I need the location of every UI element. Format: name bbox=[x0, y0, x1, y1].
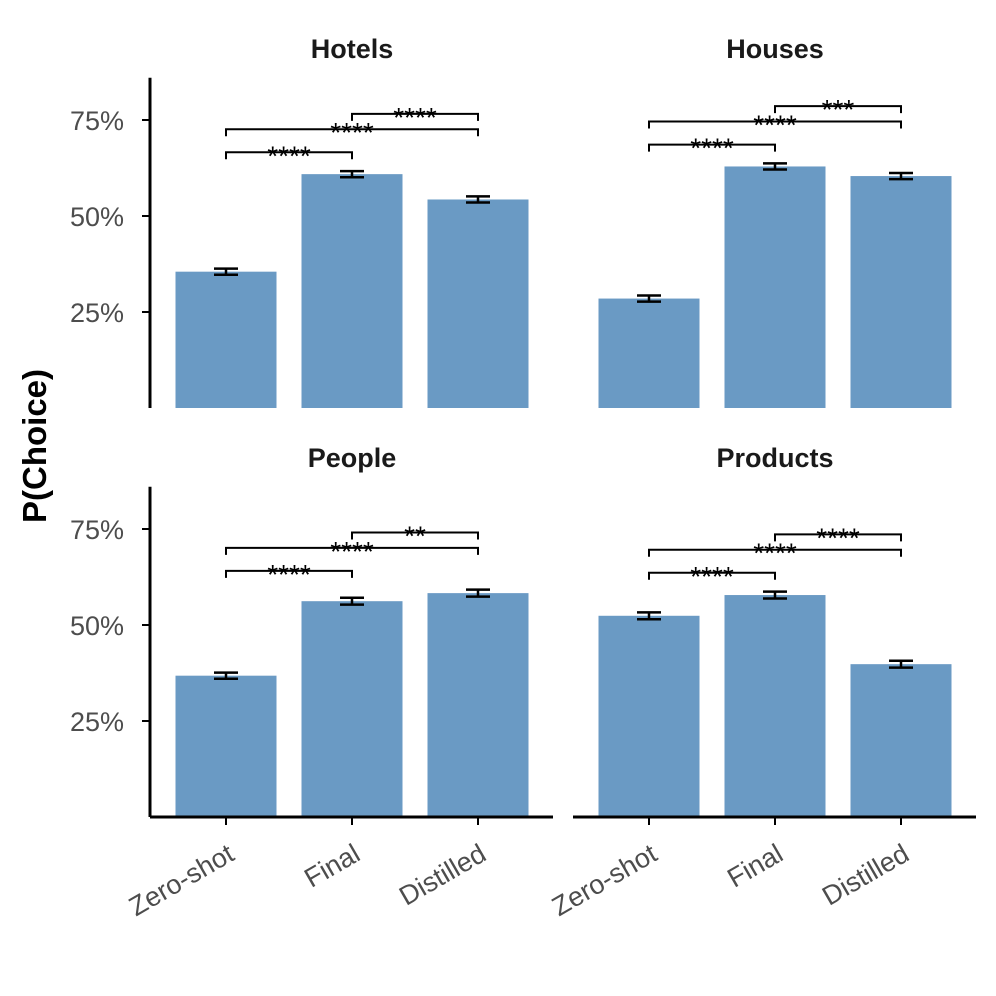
y-tick-label: 25% bbox=[70, 707, 124, 737]
bar-zero-shot bbox=[598, 298, 700, 408]
significance-label: **** bbox=[690, 133, 734, 164]
significance-label: **** bbox=[753, 110, 797, 141]
bar-zero-shot bbox=[598, 615, 700, 817]
bar-distilled bbox=[427, 593, 529, 817]
panel-hotels: Hotels 25% 50% 75% **** **** **** bbox=[70, 34, 529, 408]
significance-label: **** bbox=[330, 536, 374, 567]
significance-bracket bbox=[648, 120, 902, 129]
significance-label: ** bbox=[404, 520, 426, 551]
bar-distilled bbox=[427, 199, 529, 408]
significance-label: **** bbox=[690, 561, 734, 592]
x-tick-label: Distilled bbox=[817, 838, 914, 911]
significance-label: **** bbox=[267, 140, 311, 171]
bar-distilled bbox=[850, 176, 952, 408]
bar-final bbox=[301, 601, 403, 817]
x-tick-label: Final bbox=[722, 838, 788, 893]
x-tick-label: Zero-shot bbox=[124, 838, 239, 922]
significance-label: **** bbox=[753, 538, 797, 569]
y-tick-label: 75% bbox=[70, 515, 124, 545]
significance-label: **** bbox=[393, 102, 437, 133]
significance-bracket bbox=[648, 143, 776, 152]
bar-zero-shot bbox=[175, 271, 277, 408]
significance-bracket bbox=[648, 571, 776, 580]
bar-distilled bbox=[850, 664, 952, 817]
significance-bracket bbox=[225, 128, 479, 137]
significance-label: **** bbox=[330, 117, 374, 148]
y-tick-label: 50% bbox=[70, 202, 124, 232]
panel-houses: Houses******** *** bbox=[598, 34, 952, 408]
significance-bracket bbox=[225, 569, 353, 578]
panel-products: Products **** **** **** Zero-shot Final Distil… bbox=[547, 443, 976, 922]
panel-title: Houses bbox=[726, 34, 824, 64]
panel-title: Products bbox=[716, 443, 833, 473]
significance-label: **** bbox=[816, 522, 860, 553]
significance-bracket bbox=[351, 112, 479, 121]
bar-final bbox=[724, 595, 826, 817]
significance-bracket bbox=[225, 546, 479, 555]
significance-bracket bbox=[225, 151, 353, 160]
panel-title: People bbox=[308, 443, 397, 473]
panel-title: Hotels bbox=[311, 34, 394, 64]
y-axis-label: P(Choice) bbox=[16, 369, 53, 523]
x-tick-label: Final bbox=[299, 838, 365, 893]
bar-final bbox=[301, 174, 403, 408]
y-tick-label: 75% bbox=[70, 106, 124, 136]
significance-label: *** bbox=[822, 94, 855, 125]
significance-bracket bbox=[774, 533, 902, 542]
bar-zero-shot bbox=[175, 675, 277, 817]
significance-label: **** bbox=[267, 559, 311, 590]
x-tick-label: Distilled bbox=[394, 838, 491, 911]
bar-final bbox=[724, 166, 826, 408]
significance-bracket bbox=[351, 531, 479, 540]
significance-bracket bbox=[648, 548, 902, 557]
y-tick-label: 50% bbox=[70, 611, 124, 641]
y-tick-label: 25% bbox=[70, 298, 124, 328]
significance-bracket bbox=[774, 105, 902, 114]
x-tick-label: Zero-shot bbox=[547, 838, 662, 922]
